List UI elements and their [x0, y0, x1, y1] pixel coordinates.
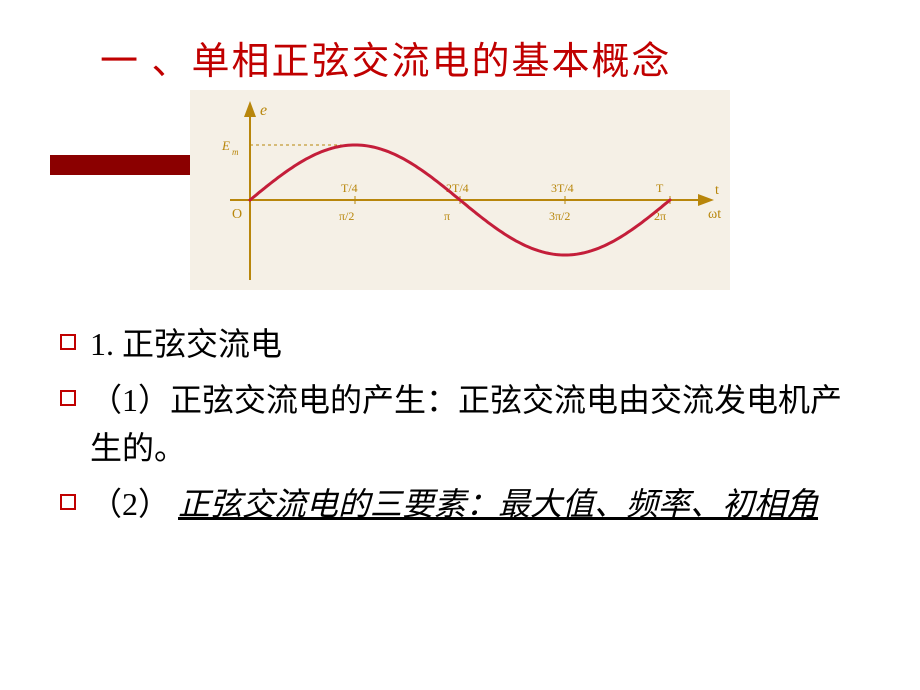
bullet-marker — [60, 334, 76, 350]
list-item: （1）正弦交流电的产生：正弦交流电由交流发电机产生的。 — [60, 376, 870, 472]
svg-text:O: O — [232, 207, 242, 222]
content-list: 1. 正弦交流电 （1）正弦交流电的产生：正弦交流电由交流发电机产生的。 （2）… — [50, 320, 870, 528]
svg-text:T/4: T/4 — [341, 181, 358, 195]
bullet-marker — [60, 494, 76, 510]
svg-text:π: π — [444, 209, 450, 223]
svg-text:m: m — [232, 147, 239, 157]
list-item: （2） 正弦交流电的三要素：最大值、频率、初相角 — [60, 480, 870, 528]
svg-text:E: E — [221, 138, 230, 153]
svg-text:T: T — [656, 181, 664, 195]
svg-text:3π/2: 3π/2 — [549, 209, 570, 223]
svg-text:t: t — [715, 183, 719, 198]
bullet-text-1: 1. 正弦交流电 — [90, 320, 282, 368]
bullet-text-3: （2） 正弦交流电的三要素：最大值、频率、初相角 — [90, 480, 818, 528]
list-item: 1. 正弦交流电 — [60, 320, 870, 368]
accent-bar — [50, 155, 190, 175]
svg-text:π/2: π/2 — [339, 209, 354, 223]
bullet-text-2: （1）正弦交流电的产生：正弦交流电由交流发电机产生的。 — [90, 376, 870, 472]
bullet-marker — [60, 390, 76, 406]
bullet-emphasis: 正弦交流电的三要素：最大值、频率、初相角 — [178, 486, 818, 522]
sine-wave-chart: etωtOEmT/42T/43T/4Tπ/2π3π/22π — [190, 90, 730, 290]
chart-container: etωtOEmT/42T/43T/4Tπ/2π3π/22π — [50, 90, 870, 290]
svg-text:3T/4: 3T/4 — [551, 181, 574, 195]
slide-title: 一 、单相正弦交流电的基本概念 — [100, 30, 870, 85]
svg-text:e: e — [260, 102, 267, 119]
svg-text:ωt: ωt — [708, 207, 721, 222]
bullet-prefix: （2） — [90, 486, 178, 522]
